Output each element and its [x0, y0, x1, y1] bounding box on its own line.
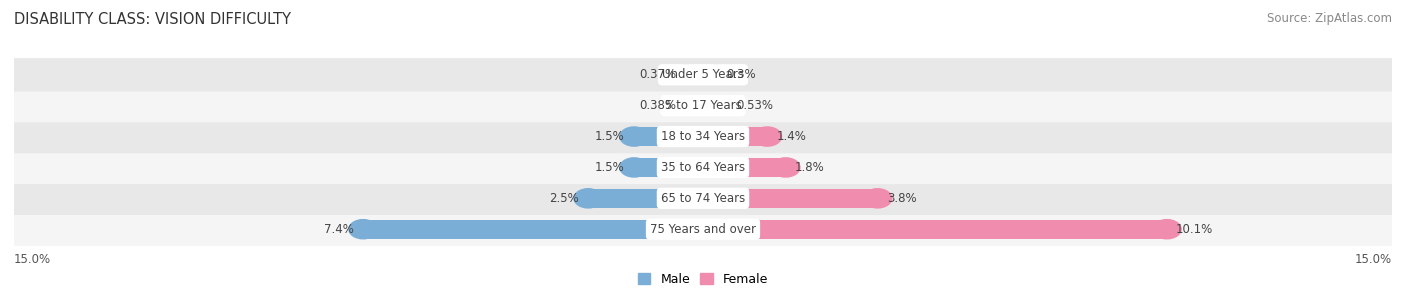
Circle shape [574, 189, 602, 208]
Bar [703, 65, 717, 85]
Bar [703, 127, 768, 146]
Text: 0.53%: 0.53% [737, 99, 773, 112]
Bar [686, 65, 703, 85]
FancyBboxPatch shape [7, 182, 1399, 215]
Text: 3.8%: 3.8% [887, 192, 917, 205]
Text: 7.4%: 7.4% [323, 223, 354, 236]
Text: 75 Years and over: 75 Years and over [650, 223, 756, 236]
Text: 0.38%: 0.38% [640, 99, 676, 112]
Text: DISABILITY CLASS: VISION DIFFICULTY: DISABILITY CLASS: VISION DIFFICULTY [14, 12, 291, 27]
Text: 18 to 34 Years: 18 to 34 Years [661, 130, 745, 143]
Circle shape [713, 96, 741, 115]
Bar [363, 219, 703, 239]
Text: 10.1%: 10.1% [1175, 223, 1213, 236]
FancyBboxPatch shape [7, 212, 1399, 246]
Text: 0.3%: 0.3% [725, 68, 755, 81]
Text: 1.5%: 1.5% [595, 161, 624, 174]
Circle shape [689, 96, 717, 115]
Circle shape [772, 158, 800, 177]
Text: 1.4%: 1.4% [776, 130, 807, 143]
Circle shape [672, 65, 700, 85]
Circle shape [689, 219, 717, 239]
Text: 1.8%: 1.8% [794, 161, 824, 174]
Bar [634, 127, 703, 146]
Bar [703, 158, 786, 177]
Bar [703, 96, 727, 115]
Circle shape [689, 127, 717, 146]
Bar [703, 219, 1167, 239]
Circle shape [1153, 219, 1181, 239]
Circle shape [349, 219, 377, 239]
Circle shape [754, 127, 782, 146]
Text: 15.0%: 15.0% [14, 253, 51, 266]
Circle shape [689, 189, 717, 208]
FancyBboxPatch shape [7, 58, 1399, 92]
Text: 0.37%: 0.37% [640, 68, 676, 81]
Text: 35 to 64 Years: 35 to 64 Years [661, 161, 745, 174]
Bar [634, 158, 703, 177]
Text: 2.5%: 2.5% [550, 192, 579, 205]
Circle shape [671, 96, 700, 115]
Circle shape [620, 127, 648, 146]
Bar [703, 189, 877, 208]
Circle shape [620, 158, 648, 177]
Text: 5 to 17 Years: 5 to 17 Years [665, 99, 741, 112]
Legend: Male, Female: Male, Female [638, 273, 768, 286]
Text: 1.5%: 1.5% [595, 130, 624, 143]
Text: 15.0%: 15.0% [1355, 253, 1392, 266]
Bar [588, 189, 703, 208]
Text: 65 to 74 Years: 65 to 74 Years [661, 192, 745, 205]
FancyBboxPatch shape [7, 120, 1399, 153]
Text: Source: ZipAtlas.com: Source: ZipAtlas.com [1267, 12, 1392, 25]
Circle shape [863, 189, 891, 208]
FancyBboxPatch shape [7, 151, 1399, 184]
Circle shape [689, 65, 717, 85]
Text: Under 5 Years: Under 5 Years [662, 68, 744, 81]
Bar [686, 96, 703, 115]
Circle shape [689, 158, 717, 177]
FancyBboxPatch shape [7, 89, 1399, 122]
Circle shape [703, 65, 731, 85]
